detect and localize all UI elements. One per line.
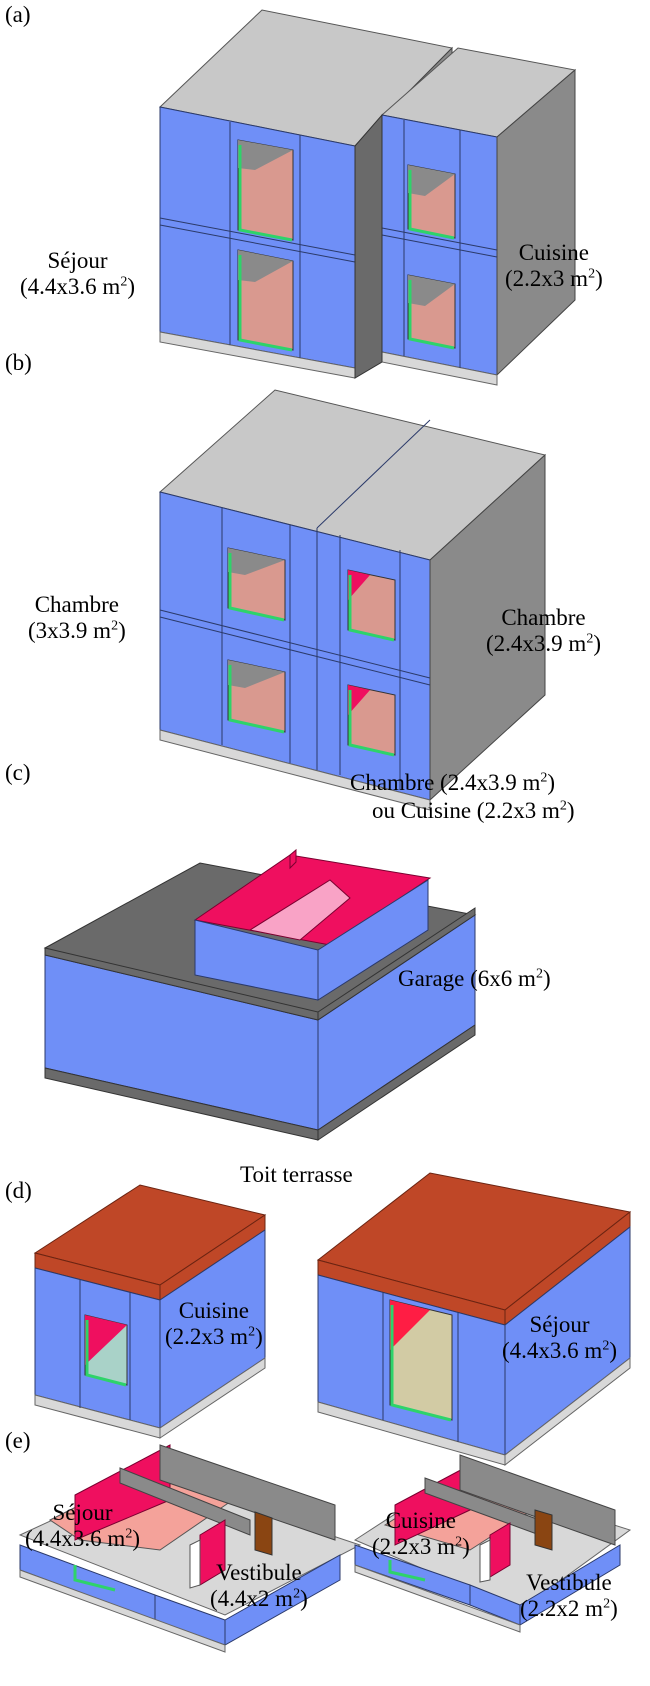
label-d-sejour: Séjour (4.4x3.6 m2) xyxy=(502,1312,617,1363)
panel-b-tag: (b) xyxy=(5,350,32,375)
panel-a-tag: (a) xyxy=(5,2,31,27)
label-e-vestibule-left: Vestibule (4.4x2 m2) xyxy=(210,1560,308,1611)
panel-c-building xyxy=(43,848,477,1141)
panel-a-building xyxy=(158,9,577,386)
label-e-sejour: Séjour (4.4x3.6 m2) xyxy=(25,1500,140,1551)
label-b-chambre-left: Chambre (3x3.9 m2) xyxy=(28,592,126,643)
label-c-chambre: Chambre (2.4x3.9 m2) xyxy=(350,770,556,795)
label-b-chambre-right: Chambre (2.4x3.9 m2) xyxy=(486,605,601,656)
panel-c-tag: (c) xyxy=(5,760,31,785)
label-e-cuisine: Cuisine (2.2x3 m2) xyxy=(372,1508,470,1559)
label-d-cuisine: Cuisine (2.2x3 m2) xyxy=(165,1298,263,1349)
label-c-cuisine: ou Cuisine (2.2x3 m2) xyxy=(372,798,575,823)
panel-d-tag: (d) xyxy=(5,1178,32,1203)
label-e-vestibule-right: Vestibule (2.2x2 m2) xyxy=(520,1570,618,1621)
panel-d-right-building xyxy=(316,1172,632,1467)
label-a-cuisine: Cuisine (2.2x3 m2) xyxy=(505,240,603,291)
panel-b-building xyxy=(158,389,547,811)
panel-e-tag: (e) xyxy=(5,1428,31,1453)
panel-e-left-plan xyxy=(18,1444,362,1653)
panel-e-right-plan xyxy=(353,1454,632,1633)
label-a-sejour: Séjour (4.4x3.6 m2) xyxy=(20,248,135,299)
label-d-toit-terrasse: Toit terrasse xyxy=(240,1162,353,1187)
label-c-garage: Garage (6x6 m2) xyxy=(398,966,551,991)
panel-d-left-building xyxy=(33,1184,267,1439)
